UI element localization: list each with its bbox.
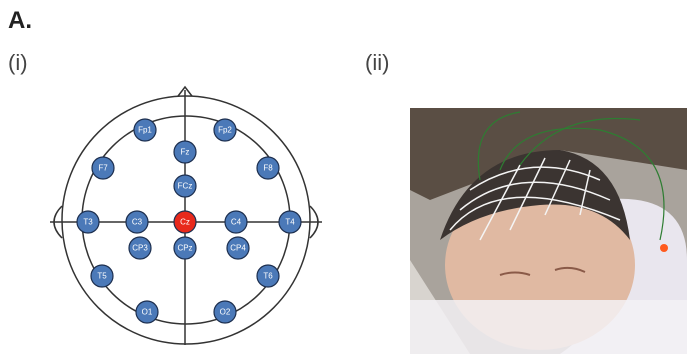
photo xyxy=(410,108,687,354)
photo-led xyxy=(660,244,668,252)
electrode-label: T6 xyxy=(263,272,273,281)
electrode-label: FCz xyxy=(178,182,193,191)
electrode-label: F8 xyxy=(263,164,273,173)
figure: A. (i) (ii) Fp1 Fp2 Fz F7 F8 FCz T3 C3 Cz C4 T4 CP3… xyxy=(0,0,687,354)
electrode-label: Cz xyxy=(180,218,190,227)
electrode-label: O2 xyxy=(220,308,231,317)
electrode-label: CP4 xyxy=(230,244,246,253)
electrode-label: C4 xyxy=(231,218,242,227)
electrode-label: CP3 xyxy=(132,244,148,253)
panel-label: A. xyxy=(8,7,32,34)
electrode-label: O1 xyxy=(142,308,153,317)
electrode-label: C3 xyxy=(132,218,143,227)
left-label: (i) xyxy=(8,50,28,75)
electrode-label: T3 xyxy=(83,218,93,227)
electrode-label: T5 xyxy=(97,272,107,281)
right-label: (ii) xyxy=(365,50,389,75)
electrode-label: CPz xyxy=(177,244,192,253)
electrode-label: Fp1 xyxy=(138,126,152,135)
electrode-label: Fp2 xyxy=(218,126,232,135)
electrode-label: T4 xyxy=(285,218,295,227)
electrode-label: Fz xyxy=(181,148,190,157)
photo-swaddle xyxy=(410,300,687,354)
electrode-label: F7 xyxy=(98,164,108,173)
